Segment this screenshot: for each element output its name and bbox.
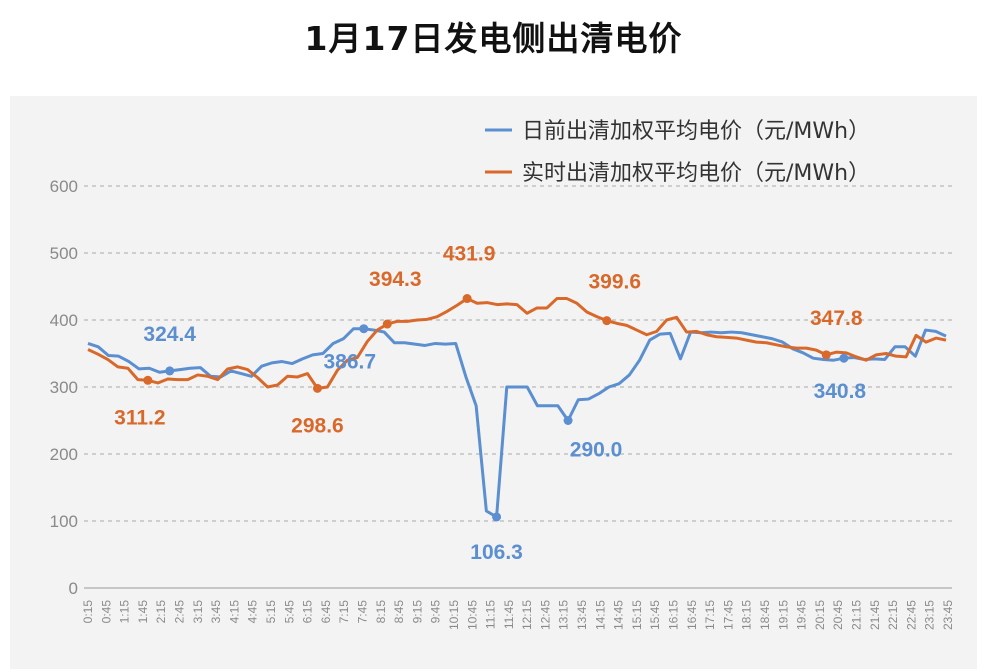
x-tick-label: 19:15 — [776, 600, 790, 630]
x-tick-label: 17:15 — [703, 600, 717, 630]
x-tick-label: 20:45 — [831, 600, 845, 630]
series-lines — [87, 297, 947, 519]
annotation-label: 340.8 — [814, 380, 867, 403]
legend-label: 实时出清加权平均电价（元/MWh） — [522, 161, 870, 186]
x-tick-label: 23:45 — [941, 600, 955, 630]
x-tick-label: 8:45 — [392, 600, 406, 624]
x-tick-label: 9:15 — [410, 600, 424, 624]
x-tick-label: 11:45 — [502, 600, 516, 629]
y-axis-ticks: 0 100 200 300 400 500 600 — [50, 177, 78, 598]
x-tick-label: 4:15 — [227, 600, 241, 624]
x-tick-label: 16:45 — [685, 600, 699, 630]
annotation-label: 106.3 — [470, 541, 523, 564]
y-tick-label: 200 — [50, 445, 78, 464]
x-tick-label: 7:15 — [337, 600, 351, 624]
x-tick-label: 10:15 — [447, 600, 461, 630]
y-tick-label: 100 — [50, 512, 78, 531]
x-tick-label: 21:15 — [850, 600, 864, 630]
x-tick-label: 22:45 — [904, 600, 918, 630]
y-tick-label: 0 — [69, 579, 78, 598]
x-tick-label: 4:45 — [246, 600, 260, 624]
x-tick-label: 6:45 — [319, 600, 333, 624]
annotation-label: 347.8 — [810, 307, 863, 330]
annotation-label: 324.4 — [143, 323, 196, 346]
x-tick-label: 0:15 — [81, 600, 95, 624]
x-tick-label: 13:45 — [575, 600, 589, 630]
x-tick-label: 14:15 — [593, 600, 607, 630]
x-tick-label: 7:45 — [355, 600, 369, 624]
x-tick-label: 23:15 — [923, 600, 937, 630]
x-tick-label: 17:45 — [721, 600, 735, 630]
annotation-label: 386.7 — [324, 351, 377, 374]
annotation-label: 290.0 — [570, 439, 623, 462]
annotation-point — [839, 353, 849, 363]
annotation-label: 298.6 — [291, 414, 344, 437]
legend-label: 日前出清加权平均电价（元/MWh） — [522, 119, 870, 144]
annotation-label: 399.6 — [589, 271, 642, 294]
annotation-point — [359, 324, 369, 334]
annotation-point — [382, 319, 392, 329]
x-axis-ticks: 0:15 0:45 1:15 1:45 2:15 2:45 3:15 3:45 4:15 4:45… — [81, 600, 955, 630]
x-tick-label: 1:45 — [136, 600, 150, 624]
annotation-point — [165, 366, 175, 376]
x-tick-label: 13:15 — [557, 600, 571, 630]
annotation-point — [462, 294, 472, 304]
x-tick-label: 2:45 — [172, 600, 186, 624]
x-tick-label: 12:15 — [520, 600, 534, 630]
x-tick-label: 8:15 — [374, 600, 388, 624]
annotation-point — [492, 512, 502, 522]
x-tick-label: 18:15 — [740, 600, 754, 630]
x-tick-label: 5:15 — [264, 600, 278, 624]
x-tick-label: 6:15 — [301, 600, 315, 624]
y-tick-label: 300 — [50, 378, 78, 397]
y-tick-label: 400 — [50, 311, 78, 330]
annotation-label: 311.2 — [114, 406, 165, 429]
gridlines — [84, 185, 952, 589]
x-tick-label: 0:45 — [99, 600, 113, 624]
x-tick-label: 15:45 — [648, 600, 662, 630]
x-tick-label: 9:45 — [429, 600, 443, 624]
x-tick-label: 2:15 — [154, 600, 168, 624]
annotation-point — [143, 375, 153, 385]
x-tick-label: 22:15 — [886, 600, 900, 630]
y-tick-label: 600 — [50, 177, 78, 196]
x-tick-label: 21:45 — [868, 600, 882, 630]
annotation-point — [602, 316, 612, 326]
annotation-label: 394.3 — [369, 268, 422, 291]
x-tick-label: 10:45 — [465, 600, 479, 630]
x-tick-label: 1:15 — [118, 600, 132, 624]
x-tick-label: 18:45 — [758, 600, 772, 630]
x-tick-label: 16:15 — [667, 600, 681, 630]
x-tick-label: 5:45 — [282, 600, 296, 624]
annotation-point — [821, 350, 831, 360]
x-tick-label: 12:45 — [538, 600, 552, 630]
x-tick-label: 15:15 — [630, 600, 644, 630]
annotation-labels: 324.4 386.7 106.3 290.0 340.8 311.2 298.6 394.3… — [114, 243, 866, 564]
annotation-point — [312, 383, 322, 393]
annotation-label: 431.9 — [443, 243, 496, 266]
y-tick-label: 500 — [50, 244, 78, 263]
x-tick-label: 20:15 — [813, 600, 827, 630]
annotation-point — [563, 416, 573, 425]
series-line-1 — [87, 297, 947, 390]
x-tick-label: 14:45 — [612, 600, 626, 630]
x-tick-label: 19:45 — [795, 600, 809, 630]
x-tick-label: 11:15 — [484, 600, 498, 629]
annotation-points — [143, 294, 849, 522]
legend: 日前出清加权平均电价（元/MWh） 实时出清加权平均电价（元/MWh） — [485, 119, 870, 186]
x-tick-label: 3:45 — [209, 600, 223, 624]
page-title: 1月17日发电侧出清电价 — [304, 19, 683, 58]
x-tick-label: 3:15 — [191, 600, 205, 624]
chart-panel — [10, 96, 977, 669]
series-line-0 — [87, 327, 947, 519]
